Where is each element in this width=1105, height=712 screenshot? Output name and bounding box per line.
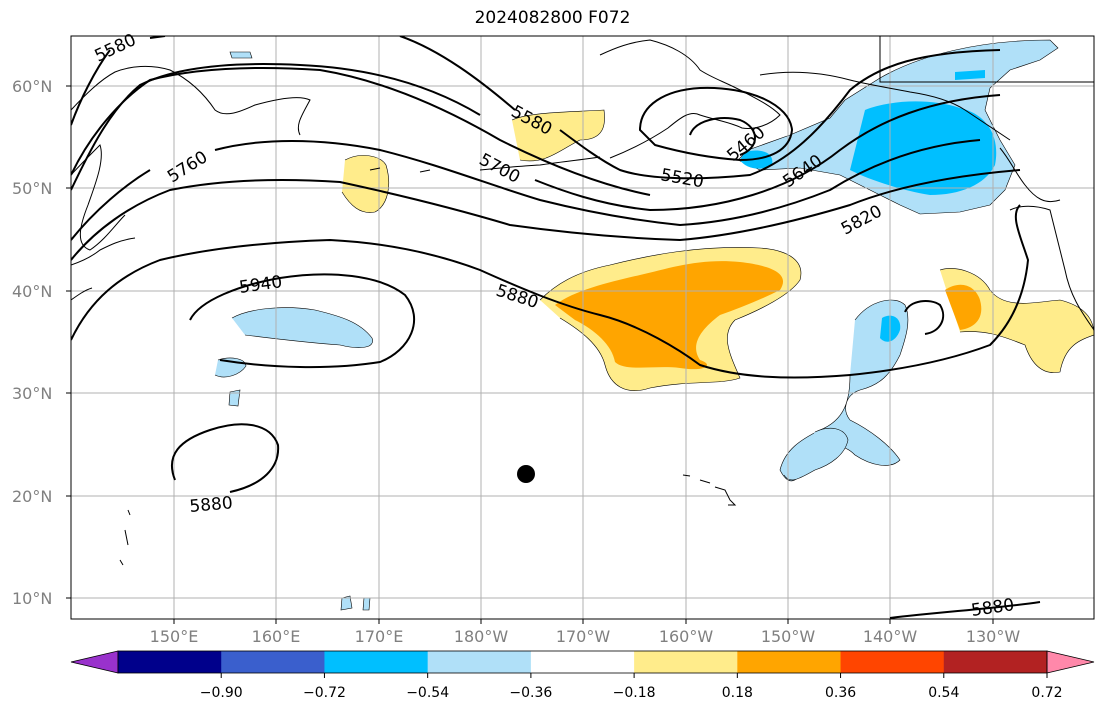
colorbar-swatch — [840, 651, 945, 673]
light-blue-region-small-3 — [229, 51, 253, 59]
contour-5940-loop — [189, 273, 416, 369]
contour-5640 — [71, 66, 651, 196]
colorbar-ticks: −0.90 −0.72 −0.54 −0.36 −0.18 0.18 0.36 0.54 0.7… — [200, 673, 1063, 701]
colorbar-swatches — [118, 651, 1048, 673]
colorbar-swatch — [324, 651, 429, 673]
colorbar-tick-label: −0.90 — [200, 685, 243, 701]
contour-5700 — [71, 63, 1001, 212]
colorbar-outline — [117, 650, 1048, 674]
lat-label-10n: 10°N — [12, 589, 52, 608]
colorbar-tick-label: −0.54 — [406, 685, 449, 701]
contour-5880-small-loop — [904, 299, 945, 335]
blue-region-north — [955, 70, 985, 80]
coastline-alaska-south — [759, 71, 1011, 141]
colorbar-swatch — [221, 651, 325, 673]
lon-label-180w: 180°W — [454, 627, 509, 646]
coastlines — [71, 36, 1094, 566]
colorbar-extend-left — [70, 650, 119, 674]
coastline-japan — [71, 237, 136, 301]
coastline-kamchatka — [71, 65, 311, 136]
frame-inset — [879, 36, 1094, 83]
contour-5520-inner — [689, 117, 756, 156]
contour-5760 — [71, 139, 981, 241]
light-blue-region-subtropical-high — [231, 307, 373, 348]
colorbar-swatch — [737, 651, 842, 673]
map-title: 2024082800 F072 — [474, 8, 631, 28]
lat-label-60n: 60°N — [12, 77, 52, 96]
coastline-bc — [999, 147, 1061, 203]
lon-label-150w: 150°W — [761, 627, 816, 646]
lon-label-170w: 170°W — [556, 627, 611, 646]
lon-label-140w: 140°W — [863, 627, 918, 646]
orange-region-east — [945, 284, 982, 330]
colorbar-tick-label: 0.54 — [928, 685, 959, 701]
colorbar-swatch — [943, 651, 1048, 673]
colorbar-extend-right — [1046, 650, 1095, 674]
coastline-aleutians — [369, 156, 601, 173]
lat-label-50n: 50°N — [12, 179, 52, 198]
contour-5460 — [638, 86, 794, 162]
contour-label-5940: 5940 — [238, 272, 284, 298]
contour-5580-east — [399, 36, 1001, 180]
colorbar-tick-label: 0.36 — [825, 685, 856, 701]
lat-label-40n: 40°N — [12, 282, 52, 301]
contour-5880-loop-south — [170, 423, 280, 493]
contour-label-5880-southeast: 5880 — [970, 595, 1016, 621]
coastline-us-west — [1009, 205, 1094, 331]
blue-region-gulf-alaska — [850, 101, 997, 195]
lon-label-170e: 170°E — [355, 627, 404, 646]
lon-label-150e: 150°E — [150, 627, 199, 646]
contour-5880-south — [889, 601, 1041, 619]
colorbar-tick-label: −0.18 — [613, 685, 656, 701]
light-blue-region-small-2 — [228, 389, 241, 407]
axis-ticks — [66, 85, 994, 624]
shaded-anomaly-layer — [214, 39, 1094, 611]
colorbar-tick-label: 0.18 — [722, 685, 753, 701]
colorbar-tick-label: 0.72 — [1031, 685, 1062, 701]
light-blue-region-east-1 — [779, 299, 909, 482]
lat-label-30n: 30°N — [12, 384, 52, 403]
graticule — [71, 36, 1094, 619]
lon-label-160e: 160°E — [252, 627, 301, 646]
contour-label-5880-south: 5880 — [189, 493, 234, 517]
lon-label-130w: 130°W — [966, 627, 1021, 646]
orange-region-central-pacific — [555, 261, 784, 370]
coastline-pacific-islands — [119, 509, 131, 566]
latitude-axis: 60°N 50°N 40°N 30°N 20°N 10°N — [12, 77, 52, 608]
coastline-hawaii — [682, 474, 737, 506]
colorbar-swatch — [634, 651, 738, 673]
contour-5820 — [71, 204, 1030, 379]
colorbar-tick-label: −0.72 — [303, 685, 346, 701]
longitude-axis: 150°E 160°E 170°E 180°W 170°W 160°W 150°… — [150, 627, 1021, 646]
height-contours — [71, 36, 1041, 619]
contour-label-5760: 5760 — [164, 147, 211, 187]
colorbar-swatch — [530, 651, 635, 673]
yellow-region-bering — [511, 109, 605, 162]
station-marker — [517, 465, 535, 483]
colorbar-swatch — [118, 651, 222, 673]
colorbar: −0.90 −0.72 −0.54 −0.36 −0.18 0.18 0.36 0.54 0.7… — [70, 650, 1095, 701]
coastline-alaska-west — [599, 39, 781, 159]
colorbar-swatch — [427, 651, 532, 673]
coastline-asia — [71, 144, 126, 251]
contour-label-5880-central: 5880 — [493, 281, 540, 313]
colorbar-tick-label: −0.36 — [509, 685, 552, 701]
light-blue-region-east-2 — [783, 427, 849, 481]
lon-label-160w: 160°W — [659, 627, 714, 646]
lat-label-20n: 20°N — [12, 487, 52, 506]
contour-5760-b — [71, 169, 1021, 261]
